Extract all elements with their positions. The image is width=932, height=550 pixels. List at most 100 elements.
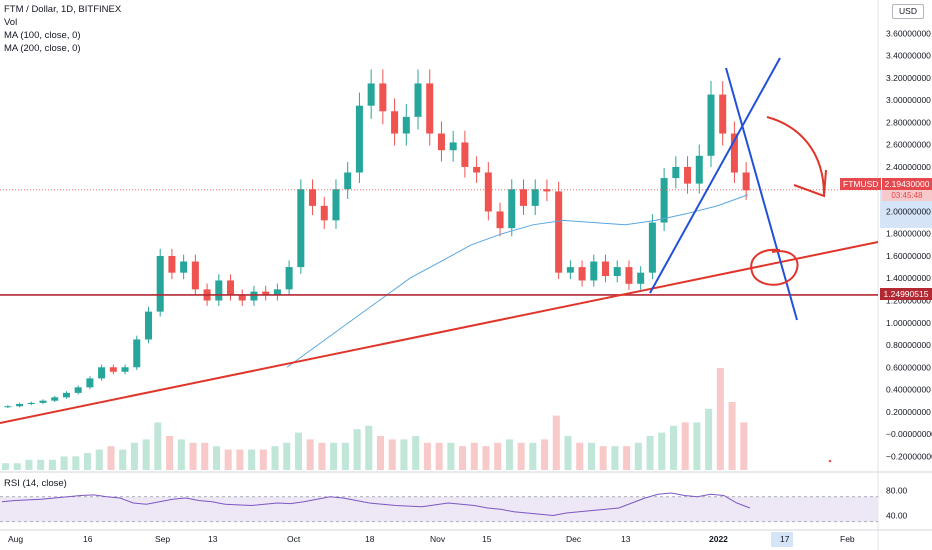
volume-bar — [716, 368, 724, 470]
x-tick-label: Sep — [155, 534, 170, 544]
candle-body — [62, 392, 70, 398]
candle-body — [742, 172, 750, 191]
volume-bar — [107, 446, 115, 470]
rsi-band-fill — [0, 496, 878, 522]
volume-bar — [552, 415, 560, 470]
candle-body — [109, 367, 117, 372]
candle-body — [191, 261, 199, 290]
volume-bar — [236, 449, 244, 470]
candle-body — [309, 189, 317, 206]
candle-body — [648, 222, 656, 273]
candle-body — [414, 83, 422, 117]
volume-bar — [705, 408, 713, 470]
y-tick-label: 0.20000000 — [886, 407, 931, 417]
candle-body — [473, 166, 481, 173]
price-tag-symbol: FTMUSD — [840, 178, 882, 190]
chart-legend: FTM / Dollar, 1D, BITFINEX Vol MA (100, … — [4, 3, 121, 55]
volume-bar — [166, 436, 174, 470]
candle-body — [637, 272, 645, 284]
y-tick-label: 1.80000000 — [886, 229, 931, 239]
x-tick-label: 18 — [365, 534, 375, 544]
volume-bar — [728, 402, 736, 470]
volume-bar — [294, 432, 302, 470]
y-tick-label: 1.60000000 — [886, 251, 931, 261]
volume-bar — [177, 439, 185, 470]
volume-bar — [154, 422, 162, 470]
volume-bar — [482, 446, 490, 470]
volume-bar — [611, 446, 619, 470]
currency-toggle[interactable]: USD — [892, 4, 924, 19]
volume-bar — [353, 429, 361, 470]
volume-bar — [400, 439, 408, 470]
candle-body — [461, 142, 469, 167]
volume-bar — [459, 446, 467, 470]
blue-uptrend-line — [649, 57, 781, 294]
volume-bar — [224, 449, 232, 470]
volume-bar — [587, 442, 595, 470]
volume-bar — [388, 439, 396, 470]
y-tick-label: 1.40000000 — [886, 273, 931, 283]
x-tick-label: Aug — [8, 534, 23, 544]
blue-downtrend-line — [725, 67, 798, 321]
volume-bar — [60, 456, 68, 470]
x-tick-label: Feb — [840, 534, 855, 544]
y-tick-label: 2.00000000 — [886, 206, 931, 216]
candle-body — [566, 267, 574, 273]
volume-bar — [740, 422, 748, 470]
volume-bar — [435, 442, 443, 470]
x-tick-label: 2022 — [709, 534, 728, 544]
candle-body — [730, 133, 738, 173]
legend-symbol[interactable]: FTM / Dollar, 1D, BITFINEX — [4, 4, 122, 15]
candle-body — [590, 261, 598, 281]
candle-body — [484, 172, 492, 212]
volume-bar — [541, 439, 549, 470]
x-tick-label: 15 — [482, 534, 492, 544]
current-price-tag: FTMUSD 2.19430000 03:45:48 — [840, 178, 932, 202]
candle-body — [543, 189, 551, 192]
price-tag-countdown: 03:45:48 — [882, 190, 932, 201]
x-tick-label: 13 — [621, 534, 631, 544]
candle-body — [402, 116, 410, 134]
candle-body — [602, 261, 610, 277]
legend-ma100[interactable]: MA (100, close, 0) — [4, 30, 81, 41]
volume-bar — [318, 442, 326, 470]
volume-dot — [828, 459, 832, 463]
volume-bar — [2, 463, 10, 470]
volume-bar — [330, 442, 338, 470]
legend-vol[interactable]: Vol — [4, 17, 18, 28]
volume-bar — [95, 449, 103, 470]
candle-body — [578, 267, 586, 281]
candle-body — [27, 402, 35, 405]
candle-body — [4, 406, 12, 408]
candle-body — [51, 397, 59, 401]
candle-body — [660, 178, 668, 223]
volume-bar — [189, 442, 197, 470]
y-tick-label: 2.80000000 — [886, 117, 931, 127]
candle-body — [86, 378, 94, 388]
volume-bar — [341, 442, 349, 470]
candle-body — [695, 155, 703, 184]
volume-bar — [494, 442, 502, 470]
candle-body — [297, 189, 305, 268]
legend-ma200[interactable]: MA (200, close, 0) — [4, 43, 81, 54]
y-tick-label: 0.60000000 — [886, 362, 931, 372]
candle-body — [391, 111, 399, 134]
candle-body — [672, 166, 680, 179]
rsi-legend[interactable]: RSI (14, close) — [4, 478, 67, 489]
volume-bar — [423, 442, 431, 470]
horizontal-level-tag: 1.24990515 — [880, 288, 932, 300]
x-tick-label: Nov — [430, 534, 446, 544]
volume-bar — [142, 439, 150, 470]
price-tag-value: 2.19430000 — [882, 178, 932, 190]
candle-body — [519, 189, 527, 206]
candle-body — [121, 367, 129, 372]
candle-body — [262, 291, 270, 295]
y-tick-label: 1.20000000 — [886, 295, 931, 305]
annotation-circle — [750, 248, 799, 286]
rsi-tick-label: 40.00 — [886, 511, 908, 521]
volume-bar — [646, 436, 654, 470]
y-tick-label: 3.20000000 — [886, 73, 931, 83]
y-tick-label: 2.40000000 — [886, 162, 931, 172]
x-tick-label: Dec — [566, 534, 582, 544]
